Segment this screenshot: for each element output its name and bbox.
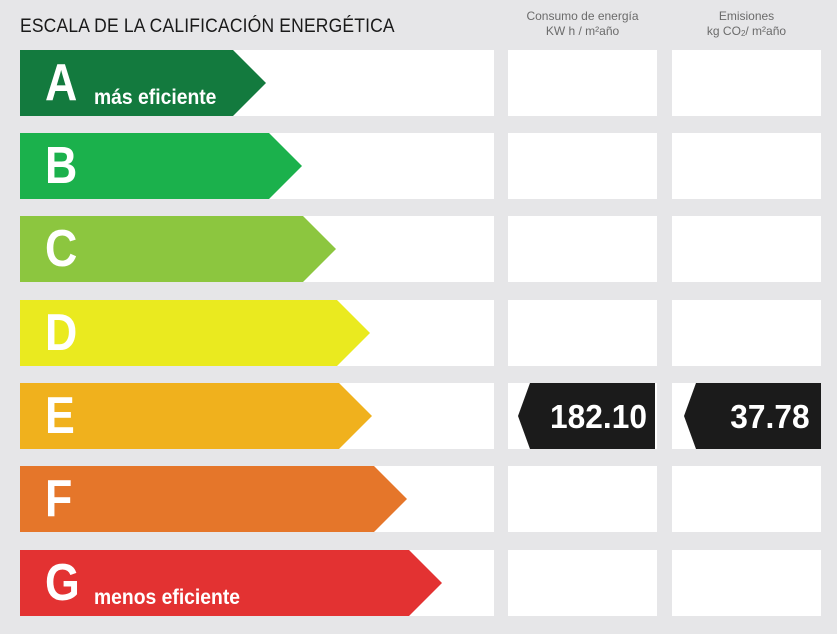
rating-arrow-b <box>20 133 302 199</box>
rating-letter: C <box>45 220 78 278</box>
emisiones-cell <box>672 50 821 116</box>
rating-row-e: E 182.10 37.78 <box>0 383 837 449</box>
rating-letter: D <box>45 304 78 362</box>
consumo-column-header: Consumo de energía KW h / m²año <box>508 9 657 39</box>
rating-arrow-f <box>20 466 407 532</box>
rating-letter: G <box>45 554 80 612</box>
rating-letter: B <box>45 137 78 195</box>
rating-arrow-a <box>20 50 266 116</box>
rating-row-a: A más eficiente <box>0 50 837 116</box>
emisiones-column-header: Emisiones kg CO2/ m²año <box>672 9 821 41</box>
consumo-value-badge: 182.10 <box>518 383 655 449</box>
rating-letter: E <box>45 387 75 445</box>
rating-row-f: F <box>0 466 837 532</box>
rating-row-g: G menos eficiente <box>0 550 837 616</box>
consumo-badge-shape <box>518 383 655 449</box>
rating-arrow-d <box>20 300 370 366</box>
emisiones-cell <box>672 550 821 616</box>
rating-arrow-shape <box>20 300 370 366</box>
rating-arrow-shape <box>20 50 266 116</box>
emisiones-unit-prefix: kg CO <box>706 24 741 38</box>
consumo-value: 182.10 <box>550 398 647 435</box>
rating-arrow-e <box>20 383 372 449</box>
consumo-header-unit: KW h / m²año <box>545 24 620 38</box>
emisiones-badge-shape <box>684 383 821 449</box>
rating-arrow-shape <box>20 466 407 532</box>
consumo-cell <box>508 216 657 282</box>
emisiones-badge-fill <box>684 383 821 449</box>
rating-row-b: B <box>0 133 837 199</box>
rating-arrow-c <box>20 216 336 282</box>
emisiones-value-badge: 37.78 <box>684 383 821 449</box>
consumo-cell <box>508 133 657 199</box>
rating-description: más eficiente <box>94 86 217 109</box>
rating-description: menos eficiente <box>94 586 241 609</box>
emisiones-header-line1: Emisiones <box>718 9 775 23</box>
consumo-cell <box>508 50 657 116</box>
rating-arrow-shape <box>20 133 302 199</box>
page-title: ESCALA DE LA CALIFICACIÓN ENERGÉTICA <box>20 16 395 37</box>
consumo-badge-fill <box>518 383 655 449</box>
consumo-header-line1: Consumo de energía <box>526 9 639 23</box>
rating-letter: F <box>45 470 73 528</box>
rating-letter: A <box>45 54 78 112</box>
emisiones-unit-suffix: / m²año <box>745 24 787 38</box>
rating-row-c: C <box>0 216 837 282</box>
emisiones-cell <box>672 216 821 282</box>
emisiones-cell <box>672 133 821 199</box>
rating-arrow-shape <box>20 550 442 616</box>
rating-row-d: D <box>0 300 837 366</box>
rating-arrow-shape <box>20 216 336 282</box>
consumo-cell <box>508 466 657 532</box>
rating-arrow-g <box>20 550 442 616</box>
consumo-cell <box>508 550 657 616</box>
rating-arrow-shape <box>20 383 372 449</box>
emisiones-cell <box>672 466 821 532</box>
emisiones-header-unit: kg CO2/ m²año <box>672 24 821 41</box>
emisiones-cell <box>672 300 821 366</box>
emisiones-unit-subscript: 2 <box>740 29 746 38</box>
emisiones-value: 37.78 <box>730 398 810 435</box>
consumo-cell <box>508 300 657 366</box>
